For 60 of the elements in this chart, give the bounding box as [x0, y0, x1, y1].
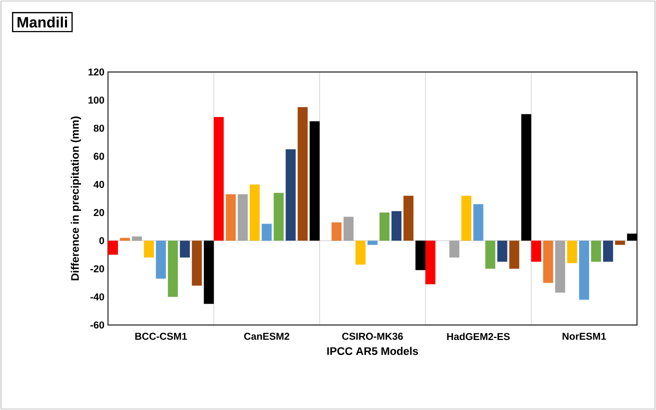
bar [543, 240, 554, 283]
bar [391, 211, 402, 241]
x-tick-label: CSIRO-MK36 [342, 332, 403, 340]
bar [298, 107, 308, 241]
y-tick-label: 20 [94, 209, 104, 216]
x-axis-title: IPCC AR5 Models [327, 346, 418, 355]
bar [485, 240, 496, 269]
bar [180, 240, 190, 258]
x-tick-label: BCC-CSM1 [135, 332, 187, 340]
bar [356, 240, 366, 265]
bar [250, 184, 260, 241]
bar [603, 240, 614, 262]
bar [627, 234, 638, 241]
y-tick-label: 0 [99, 237, 104, 244]
y-tick-label: -60 [90, 321, 104, 329]
bar [286, 149, 296, 241]
bar [144, 240, 154, 258]
bar [368, 240, 378, 245]
bar [615, 240, 626, 245]
bar [344, 216, 354, 241]
bar [497, 240, 508, 262]
bar [403, 196, 414, 241]
bar [274, 192, 284, 241]
bar [132, 236, 142, 241]
bar [449, 240, 460, 258]
x-tick-label: HadGEM2-ES [447, 332, 510, 340]
y-tick-label: -40 [90, 293, 104, 300]
bar [509, 240, 520, 269]
bar [531, 240, 542, 262]
bar [555, 240, 566, 293]
bar [379, 212, 390, 241]
y-tick-label: 40 [94, 180, 104, 188]
bar [192, 240, 202, 286]
x-tick-label: NorESM1 [562, 332, 606, 340]
bar [579, 240, 590, 300]
y-tick-label: 120 [88, 68, 104, 76]
bar [262, 224, 272, 241]
y-axis-title: Difference in precipitation (mm) [70, 116, 82, 280]
chart-title: Mandili [18, 16, 68, 28]
bar [168, 240, 178, 297]
bar [108, 240, 118, 255]
bar [521, 114, 532, 241]
y-tick-label: 80 [94, 124, 104, 132]
bar [332, 222, 342, 241]
bar [214, 116, 224, 241]
bar [591, 240, 602, 262]
y-tick-label: -20 [90, 265, 104, 272]
bar [156, 240, 166, 279]
bar [238, 194, 248, 241]
y-tick-label: 100 [88, 96, 104, 104]
bar [473, 204, 484, 241]
bar [425, 240, 436, 284]
bar [461, 196, 472, 241]
bar [310, 121, 320, 241]
bar [226, 194, 236, 241]
bar [204, 240, 214, 304]
y-tick-label: 60 [94, 152, 104, 160]
bar [415, 240, 426, 270]
x-tick-label: CanESM2 [244, 332, 290, 340]
bar [567, 240, 578, 264]
